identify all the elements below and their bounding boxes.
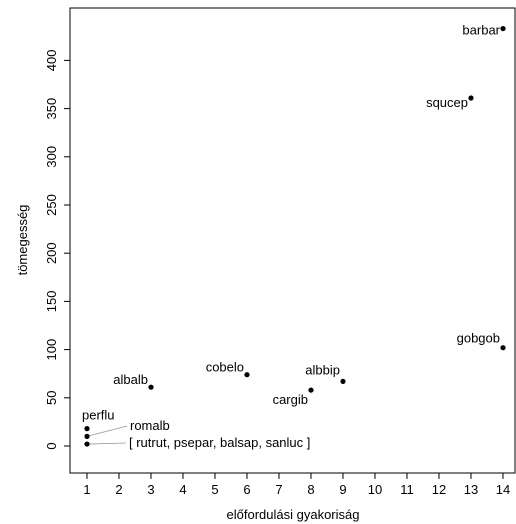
point-label: squcep [426, 95, 468, 110]
x-tick-label: 7 [275, 482, 282, 497]
data-point [84, 441, 90, 447]
data-point [500, 25, 506, 32]
y-tick-label: 400 [44, 50, 59, 72]
point-label: romalb [130, 418, 170, 433]
x-tick-label: 3 [147, 482, 154, 497]
data-point [340, 378, 346, 385]
y-tick-label: 0 [44, 442, 59, 449]
point-label: [ rutrut, psepar, balsap, sanluc ] [129, 435, 310, 450]
y-tick-label: 100 [44, 339, 59, 361]
data-point [244, 372, 250, 378]
point-label: albbip [305, 362, 340, 377]
y-tick-label: 300 [44, 146, 59, 168]
y-tick-label: 200 [44, 242, 59, 264]
x-axis-title: előfordulási gyakoriság [227, 507, 360, 522]
x-tick-label: 1 [83, 482, 90, 497]
point-label: perflu [82, 408, 115, 423]
point-label: barbar [462, 23, 500, 38]
x-tick-label: 2 [115, 482, 122, 497]
x-tick-label: 8 [307, 482, 314, 497]
point-label: cobelo [206, 360, 244, 375]
label-leader-line [86, 425, 128, 437]
x-tick-label: 5 [211, 482, 218, 497]
label-leader-line [86, 442, 127, 445]
y-axis-title: tömegesség [15, 205, 30, 276]
y-tick-label: 350 [44, 98, 59, 120]
y-tick-label: 150 [44, 291, 59, 313]
data-point [308, 387, 314, 393]
x-tick-label: 11 [400, 482, 414, 497]
point-label: cargib [273, 392, 308, 407]
y-tick-label: 250 [44, 194, 59, 216]
x-tick-label: 10 [368, 482, 382, 497]
data-points: barbar squcep gobgob cobelo albbip albalb carg… [82, 23, 506, 450]
x-tick-label: 4 [179, 482, 186, 497]
x-tick-label: 6 [243, 482, 250, 497]
y-tick-label: 50 [44, 391, 59, 405]
data-point [500, 345, 506, 351]
data-point [84, 426, 90, 432]
point-label: gobgob [457, 331, 500, 346]
data-point [148, 384, 154, 390]
x-tick-label: 13 [464, 482, 478, 497]
data-point [468, 95, 474, 101]
x-tick-label: 14 [496, 482, 510, 497]
x-tick-label: 9 [339, 482, 346, 497]
point-label: albalb [113, 372, 148, 387]
x-tick-label: 12 [432, 482, 446, 497]
x-axis: 1 2 3 4 5 6 7 8 9 10 11 12 13 14 [83, 472, 510, 497]
data-point [84, 433, 90, 439]
y-axis: 0 50 100 150 200 250 300 350 400 [44, 50, 71, 450]
